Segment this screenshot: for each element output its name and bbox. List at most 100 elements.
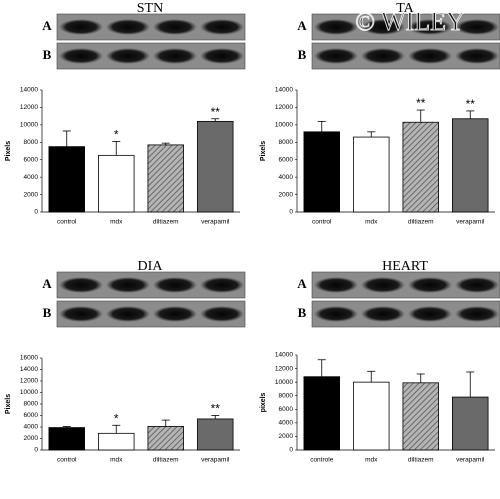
x-tick-label: mdx: [110, 457, 123, 464]
blot-band: [314, 19, 358, 35]
y-tick-label: 12000: [20, 104, 38, 111]
blot-band: [408, 306, 452, 322]
blot-band: [455, 19, 499, 35]
bar: [98, 154, 135, 213]
blot-band: [59, 48, 103, 64]
y-tick-label: 2000: [24, 191, 39, 198]
bar: [452, 118, 489, 213]
y-tick-label: 14000: [20, 366, 38, 373]
x-tick-label: verapamil: [456, 219, 485, 226]
blot-band: [106, 277, 150, 293]
blot-band: [408, 19, 452, 35]
y-tick-label: 12000: [20, 378, 38, 385]
y-tick-label: 10000: [275, 122, 293, 129]
bar: [402, 121, 439, 213]
panel-title: HEART: [382, 259, 428, 274]
panel: TA AB Pixels 0 2000 4000 6000 8000 10000 12000 140…: [260, 1, 500, 226]
blot-band: [106, 19, 150, 35]
x-tick-label: diltiazem: [153, 457, 179, 464]
blot-band: [361, 306, 405, 322]
y-tick-label: 12000: [275, 104, 293, 111]
blot-label: B: [43, 305, 52, 320]
x-tick-label: mdx: [365, 219, 378, 226]
y-tick-label: 6000: [24, 156, 39, 163]
blot-band: [59, 19, 103, 35]
y-tick-label: 6000: [279, 406, 294, 413]
y-tick-label: 4000: [279, 174, 294, 181]
blot-band: [200, 306, 244, 322]
bar: [197, 418, 234, 451]
panel: DIA AB Pixels 0 2000 4000 6000 8000 10000 12000 14…: [5, 259, 246, 464]
panel-title: DIA: [138, 259, 164, 274]
x-tick-label: control: [57, 457, 77, 464]
blot-band: [455, 306, 499, 322]
bar: [402, 382, 439, 451]
blot-band: [361, 48, 405, 64]
panel-title: STN: [137, 1, 163, 16]
y-tick-label: 12000: [275, 365, 293, 372]
blot-label: A: [297, 276, 307, 291]
y-axis-label: Pixels: [260, 141, 267, 161]
y-tick-label: 10000: [275, 379, 293, 386]
blot-band: [361, 277, 405, 293]
panel-title: TA: [396, 1, 414, 16]
y-tick-label: 0: [289, 447, 293, 454]
y-tick-label: 0: [34, 447, 38, 454]
y-tick-label: 0: [34, 209, 38, 216]
blot-band: [314, 48, 358, 64]
y-tick-label: 16000: [20, 355, 38, 362]
significance-label: **: [466, 97, 476, 111]
x-tick-label: diltiazem: [408, 457, 434, 464]
y-tick-label: 2000: [279, 191, 294, 198]
blot-label: B: [43, 47, 52, 62]
bar: [452, 396, 489, 451]
blot-band: [361, 19, 405, 35]
bar: [48, 146, 85, 213]
watermark: © WILEY: [355, 7, 465, 36]
bar: [147, 426, 184, 451]
blot-label: A: [297, 18, 307, 33]
x-tick-label: controle: [310, 457, 334, 464]
y-axis-label: Pixels: [5, 394, 12, 414]
blot-label: B: [298, 47, 307, 62]
y-tick-label: 4000: [24, 174, 39, 181]
blot-band: [59, 306, 103, 322]
blot-band: [153, 48, 197, 64]
blot-band: [200, 277, 244, 293]
y-tick-label: 14000: [275, 87, 293, 94]
y-tick-label: 8000: [24, 401, 39, 408]
x-tick-label: verapamil: [201, 457, 230, 464]
x-tick-label: control: [57, 219, 77, 226]
significance-label: **: [211, 402, 221, 416]
bar: [353, 136, 390, 213]
x-tick-label: control: [312, 219, 332, 226]
significance-label: *: [114, 411, 119, 425]
blot-band: [200, 48, 244, 64]
bar: [98, 432, 135, 451]
blot-label: A: [42, 18, 52, 33]
blot-band: [455, 48, 499, 64]
x-tick-label: mdx: [365, 457, 378, 464]
blot-label: A: [42, 276, 52, 291]
blot-band: [153, 19, 197, 35]
x-tick-label: verapamil: [456, 457, 485, 464]
y-tick-label: 4000: [279, 420, 294, 427]
y-axis-label: Pixels: [5, 141, 12, 161]
panel: STN AB Pixels 0 2000 4000 6000 8000 10000 12000 14…: [5, 1, 246, 226]
bar: [303, 376, 340, 451]
y-tick-label: 2000: [24, 435, 39, 442]
x-tick-label: verapamil: [201, 219, 230, 226]
y-axis-label: pixels: [260, 392, 267, 412]
bar: [147, 144, 184, 213]
y-tick-label: 8000: [279, 392, 294, 399]
bar: [353, 381, 390, 451]
significance-label: **: [211, 105, 221, 119]
blot-band: [408, 48, 452, 64]
significance-label: *: [114, 128, 119, 142]
y-tick-label: 14000: [20, 87, 38, 94]
blot-band: [106, 306, 150, 322]
blot-band: [153, 277, 197, 293]
y-tick-label: 6000: [24, 412, 39, 419]
blot-band: [314, 306, 358, 322]
